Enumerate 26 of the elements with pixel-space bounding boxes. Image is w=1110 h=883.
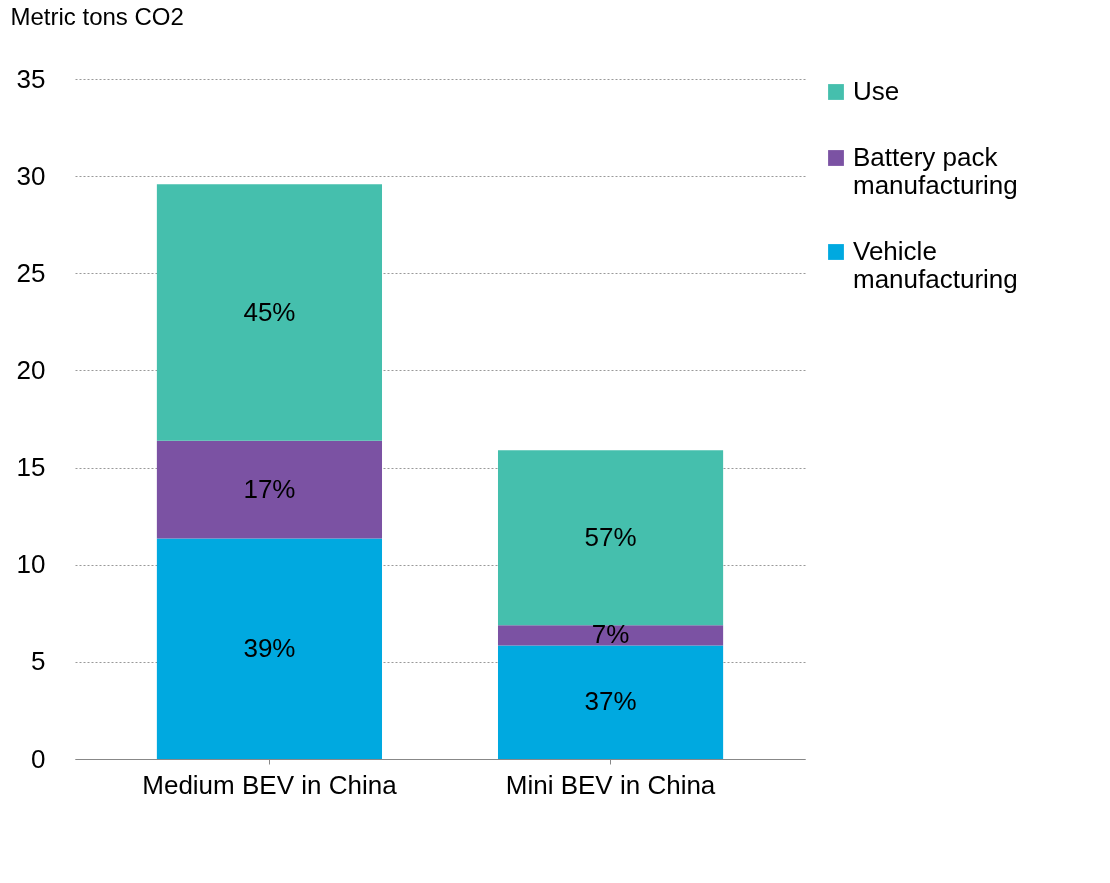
bar	[497, 450, 724, 626]
y-tick-label: 0	[31, 743, 46, 774]
bar	[156, 538, 383, 759]
annotation: 7%	[591, 619, 630, 650]
y-tick-label: 25	[16, 257, 46, 288]
bar	[156, 184, 383, 441]
y-tick-label: 5	[31, 646, 46, 677]
bar	[156, 440, 383, 539]
annotation: 57%	[584, 521, 637, 552]
legend-label: Battery pack manufacturing	[853, 142, 1018, 200]
y-tick-label: 10	[16, 549, 46, 580]
y-tick-label: 30	[16, 160, 46, 191]
bar	[497, 625, 724, 646]
annotation: 37%	[584, 686, 637, 717]
y-axis-title: Metric tons CO2	[10, 2, 184, 30]
y-tick-label: 35	[16, 63, 46, 94]
annotation: 39%	[243, 632, 296, 663]
legend-label: Vehicle manufacturing	[853, 236, 1018, 294]
x-tick-label: Medium BEV in China	[142, 769, 398, 800]
annotation: 45%	[243, 296, 296, 327]
annotation: 17%	[243, 473, 296, 504]
legend-label: Use	[853, 76, 900, 106]
bar	[497, 645, 724, 759]
x-tick-label: Mini BEV in China	[505, 769, 716, 800]
y-tick-label: 15	[16, 452, 46, 483]
y-tick-label: 20	[16, 354, 46, 385]
